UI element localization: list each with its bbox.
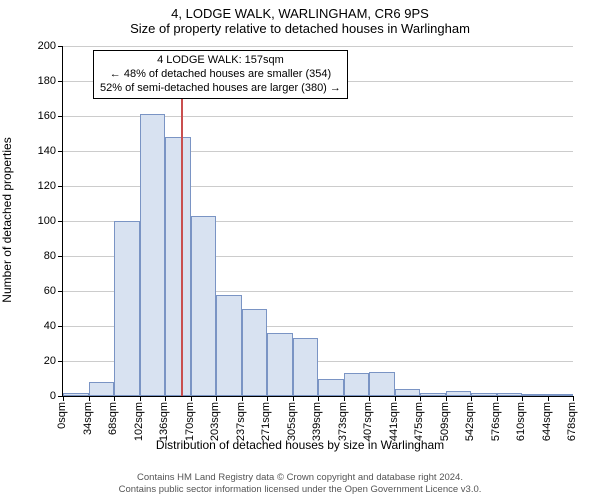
gridline [63, 46, 573, 47]
xtick-mark [63, 396, 64, 401]
ytick-mark [58, 46, 63, 47]
property-size-marker [181, 76, 183, 396]
xtick-label: 407sqm [362, 402, 374, 441]
xtick-mark [242, 396, 243, 401]
annotation-box: 4 LODGE WALK: 157sqm← 48% of detached ho… [93, 50, 348, 99]
histogram-bar [63, 393, 89, 397]
plot-area: 4 LODGE WALK: 157sqm← 48% of detached ho… [62, 46, 573, 397]
xtick-label: 542sqm [464, 402, 476, 441]
histogram-bar [140, 114, 166, 396]
xtick-label: 136sqm [158, 402, 170, 441]
xtick-mark [573, 396, 574, 401]
xtick-mark [446, 396, 447, 401]
xtick-mark [369, 396, 370, 401]
ytick-mark [58, 186, 63, 187]
ytick-label: 40 [26, 320, 56, 332]
histogram-bar [446, 391, 472, 396]
ytick-mark [58, 221, 63, 222]
ytick-label: 60 [26, 285, 56, 297]
histogram-bar [420, 393, 446, 397]
histogram-chart: 4 LODGE WALK: 157sqm← 48% of detached ho… [62, 46, 572, 396]
xtick-mark [395, 396, 396, 401]
ytick-mark [58, 361, 63, 362]
xtick-mark [267, 396, 268, 401]
xtick-mark [216, 396, 217, 401]
ytick-mark [58, 116, 63, 117]
xtick-mark [548, 396, 549, 401]
xtick-mark [522, 396, 523, 401]
xtick-label: 0sqm [56, 402, 68, 429]
xtick-mark [293, 396, 294, 401]
histogram-bar [114, 221, 140, 396]
xtick-mark [497, 396, 498, 401]
histogram-bar [242, 309, 268, 397]
x-axis-label: Distribution of detached houses by size … [0, 438, 600, 452]
xtick-mark [344, 396, 345, 401]
xtick-mark [140, 396, 141, 401]
ytick-label: 100 [26, 215, 56, 227]
xtick-label: 339sqm [311, 402, 323, 441]
xtick-label: 509sqm [439, 402, 451, 441]
ytick-label: 140 [26, 145, 56, 157]
histogram-bar [191, 216, 217, 396]
xtick-label: 237sqm [235, 402, 247, 441]
ytick-mark [58, 151, 63, 152]
xtick-label: 271sqm [260, 402, 272, 441]
page-title-line2: Size of property relative to detached ho… [0, 21, 600, 36]
histogram-bar [471, 393, 497, 397]
ytick-label: 80 [26, 250, 56, 262]
histogram-bar [267, 333, 293, 396]
xtick-mark [89, 396, 90, 401]
ytick-label: 20 [26, 355, 56, 367]
ytick-label: 200 [26, 40, 56, 52]
histogram-bar [522, 394, 548, 396]
histogram-bar [216, 295, 242, 397]
xtick-mark [114, 396, 115, 401]
histogram-bar [344, 373, 370, 396]
xtick-mark [165, 396, 166, 401]
ytick-label: 0 [26, 390, 56, 402]
y-axis-label: Number of detached properties [0, 137, 14, 302]
xtick-label: 34sqm [82, 402, 94, 435]
histogram-bar [318, 379, 344, 397]
xtick-mark [420, 396, 421, 401]
annotation-line1: 4 LODGE WALK: 157sqm [100, 54, 341, 68]
footnote-line1: Contains HM Land Registry data © Crown c… [0, 472, 600, 484]
histogram-bar [497, 393, 523, 397]
xtick-label: 68sqm [107, 402, 119, 435]
histogram-bar [165, 137, 191, 396]
ytick-mark [58, 291, 63, 292]
ytick-label: 160 [26, 110, 56, 122]
ytick-mark [58, 81, 63, 82]
histogram-bar [548, 394, 574, 396]
xtick-label: 441sqm [388, 402, 400, 441]
ytick-label: 120 [26, 180, 56, 192]
ytick-label: 180 [26, 75, 56, 87]
histogram-bar [395, 389, 421, 396]
ytick-mark [58, 256, 63, 257]
histogram-bar [293, 338, 319, 396]
xtick-mark [471, 396, 472, 401]
xtick-label: 203sqm [209, 402, 221, 441]
footnote-line2: Contains public sector information licen… [0, 484, 600, 496]
xtick-label: 102sqm [133, 402, 145, 441]
xtick-label: 305sqm [286, 402, 298, 441]
xtick-mark [318, 396, 319, 401]
annotation-line2: ← 48% of detached houses are smaller (35… [100, 68, 341, 82]
footnote: Contains HM Land Registry data © Crown c… [0, 472, 600, 496]
annotation-line3: 52% of semi-detached houses are larger (… [100, 82, 341, 96]
xtick-label: 678sqm [566, 402, 578, 441]
xtick-label: 475sqm [413, 402, 425, 441]
xtick-label: 610sqm [515, 402, 527, 441]
xtick-label: 373sqm [337, 402, 349, 441]
xtick-label: 170sqm [184, 402, 196, 441]
xtick-label: 576sqm [490, 402, 502, 441]
histogram-bar [369, 372, 395, 397]
xtick-label: 644sqm [541, 402, 553, 441]
histogram-bar [89, 382, 115, 396]
xtick-mark [191, 396, 192, 401]
page-title-line1: 4, LODGE WALK, WARLINGHAM, CR6 9PS [0, 6, 600, 21]
ytick-mark [58, 326, 63, 327]
